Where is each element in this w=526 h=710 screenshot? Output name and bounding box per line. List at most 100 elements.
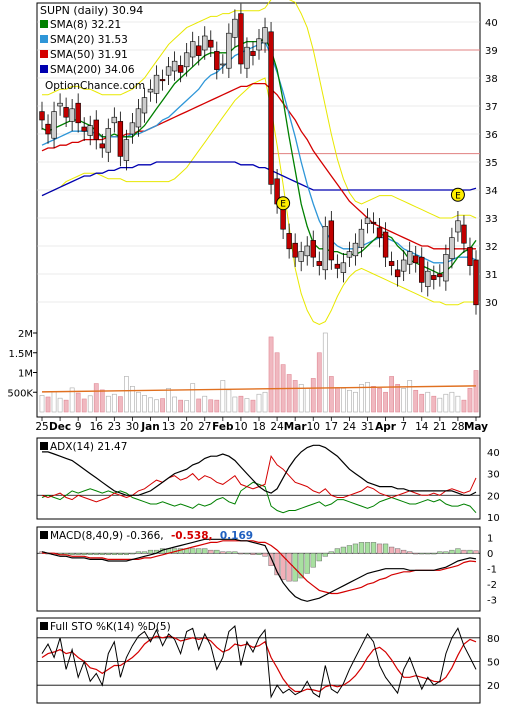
volume-bar: [383, 391, 388, 413]
candle-body: [382, 231, 389, 258]
macd-histogram-bar: [111, 553, 117, 555]
price-tick-label: 36: [485, 130, 498, 141]
candle-body: [388, 261, 395, 266]
macd-histogram-bar: [244, 553, 250, 555]
x-tick-label: Jan: [140, 421, 159, 433]
macd-histogram-bar: [286, 553, 292, 582]
candle-body: [129, 122, 136, 135]
volume-bar: [124, 376, 129, 413]
x-tick-label: 30: [126, 421, 139, 433]
candle-body: [63, 107, 69, 118]
candle-body: [196, 45, 202, 56]
earnings-marker-label: E: [280, 200, 286, 210]
candle-body: [105, 128, 112, 153]
adx-line: [42, 444, 477, 496]
legend-sma8: SMA(8) 32.21: [50, 19, 121, 31]
candle-body: [286, 233, 292, 250]
volume-bar: [419, 393, 425, 413]
price-legend: SUPN (daily) 30.94 SMA(8) 32.21 SMA(20) …: [40, 4, 145, 92]
volume-bar: [413, 389, 419, 413]
volume-tick-label: 1.5M: [8, 349, 33, 360]
candle-body: [364, 217, 371, 224]
macd-histogram-bar: [455, 548, 461, 554]
legend-swatch-sma200: [40, 65, 48, 73]
x-tick-label: 28: [451, 421, 464, 433]
candle-body: [93, 119, 99, 140]
adx-legend: ADX(14) 21.47: [40, 441, 127, 453]
volume-bar: [431, 395, 437, 413]
candle-body: [419, 256, 425, 283]
macd-histogram-bar: [443, 551, 449, 554]
candle-body: [370, 221, 377, 224]
price-tick-label: 31: [485, 270, 498, 281]
macd-histogram-bar: [123, 553, 129, 555]
volume-bar: [130, 386, 135, 413]
macd-histogram-bar: [141, 551, 148, 554]
price-tick-label: 37: [485, 102, 498, 113]
legend-swatch-sma50: [40, 50, 48, 58]
x-tick-label: 16: [90, 421, 104, 433]
candle-body: [431, 275, 437, 280]
adx-tick-label: 40: [487, 448, 500, 459]
macd-histogram-bar: [190, 548, 196, 554]
macd-histogram-bar: [316, 553, 322, 562]
candle-body: [461, 224, 467, 244]
candle-body: [250, 51, 256, 56]
candle-body: [244, 46, 250, 69]
price-tick-label: 40: [485, 18, 498, 29]
adx-tick-label: 20: [487, 491, 500, 502]
macd-histogram-bar: [364, 542, 371, 554]
macd-histogram-bar: [473, 550, 479, 554]
volume-bar: [160, 398, 165, 413]
volume-bar: [461, 399, 467, 413]
price-panel-frame: [36, 2, 481, 418]
x-tick-label: Mar: [284, 421, 308, 433]
macd-histogram-bar: [196, 548, 202, 554]
earnings-marker-label: E: [455, 191, 461, 201]
volume-bar: [111, 393, 117, 413]
macd-histogram-bar: [268, 553, 274, 566]
x-tick-label: May: [464, 421, 488, 433]
volume-bar: [407, 380, 413, 413]
macd-title: MACD(8,40,9) -0.366, -0.538, 0.169: [50, 530, 253, 542]
x-tick-label: 17: [325, 421, 338, 433]
volume-bar: [316, 352, 322, 413]
macd-histogram-bar: [280, 553, 286, 580]
volume-bar: [322, 332, 328, 413]
volume-bar: [136, 391, 141, 413]
volume-tick-label: 2M: [18, 329, 33, 340]
volume-bar: [268, 336, 274, 413]
macd-histogram-bar: [389, 546, 395, 554]
legend-swatch-adx: [40, 442, 48, 450]
candle-body: [183, 52, 190, 68]
candle-body: [75, 102, 81, 124]
macd-histogram-bar: [81, 553, 87, 555]
macd-tick-label: 0: [487, 549, 493, 560]
candle-body: [292, 242, 298, 258]
candle-body: [376, 227, 383, 238]
macd-histogram-bar: [105, 553, 111, 555]
volume-bar: [208, 399, 214, 413]
x-tick-label: 14: [415, 421, 429, 433]
sto-tick-label: 80: [487, 634, 500, 645]
candle-body: [406, 251, 413, 265]
macd-histogram-bar: [117, 553, 123, 555]
volume-bar: [304, 387, 310, 413]
macd-histogram-bar: [334, 548, 340, 554]
candle-body: [413, 255, 419, 264]
x-tick-label: 10: [307, 421, 320, 433]
volume-bar: [172, 396, 177, 413]
macd-histogram-bar: [352, 543, 359, 554]
volume-bar: [75, 392, 81, 413]
macd-histogram-bar: [370, 542, 377, 554]
volume-bar: [389, 376, 394, 413]
candle-body: [189, 41, 196, 58]
sto-tick-label: 50: [487, 658, 500, 669]
price-levels: [259, 49, 480, 155]
volume-bar: [148, 397, 153, 413]
macd-histogram-bar: [449, 549, 455, 554]
candle-body: [111, 116, 118, 124]
volume-bar: [214, 399, 220, 413]
x-tick-label: 25: [35, 421, 48, 433]
candle-body: [214, 51, 220, 70]
